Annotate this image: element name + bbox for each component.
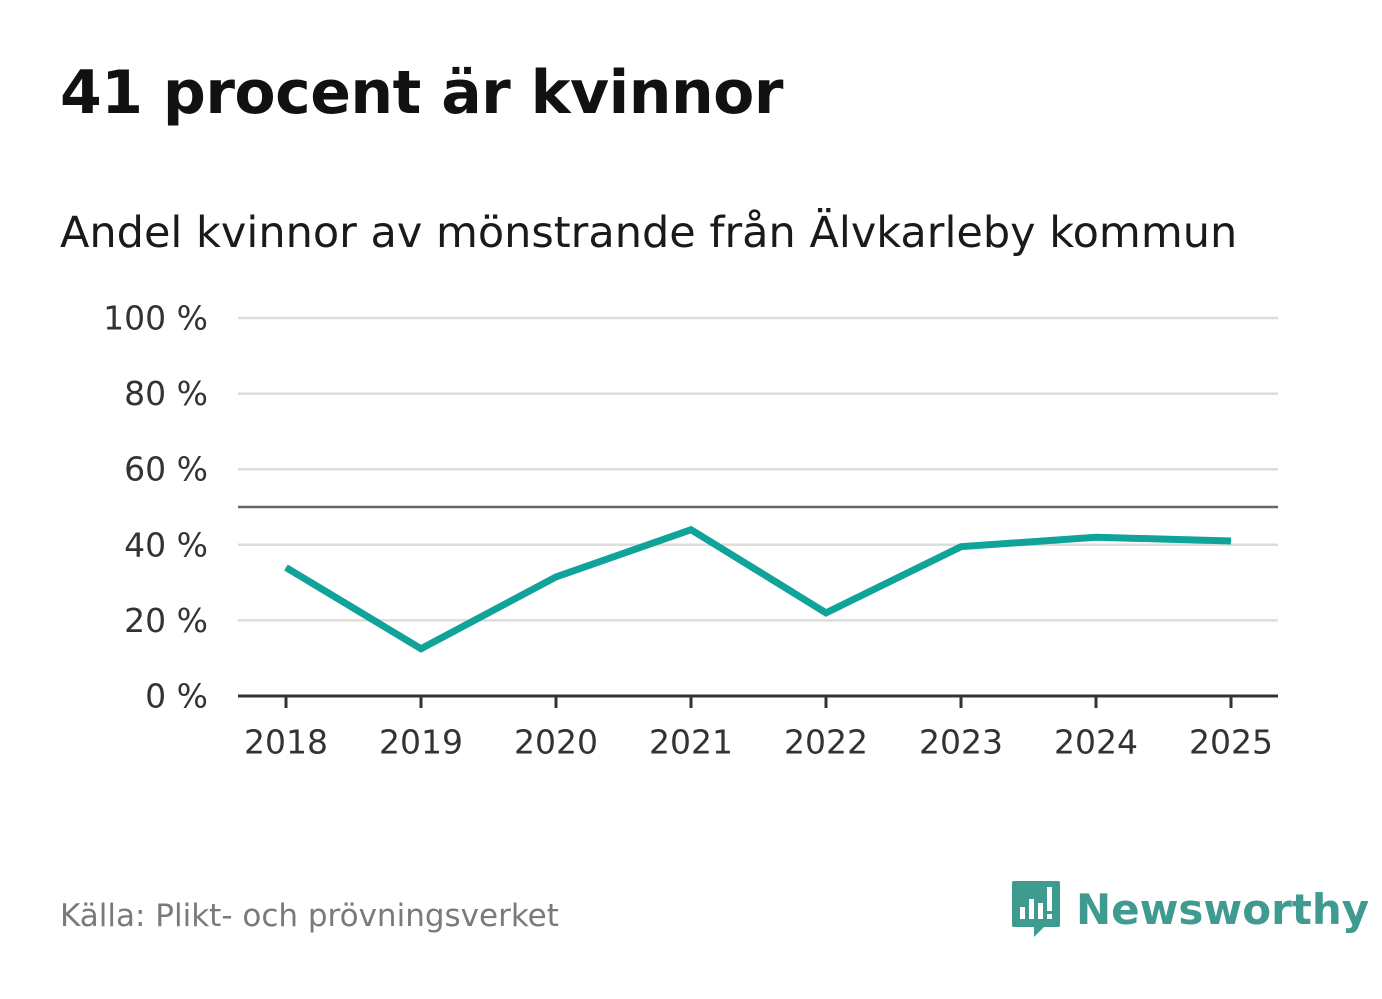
newsworthy-logo-icon [1012, 881, 1060, 937]
y-tick-label-60: 60 % [124, 450, 208, 489]
data-point-2023 [960, 546, 962, 548]
data-point-2022 [825, 612, 827, 614]
data-point-2020 [555, 576, 557, 578]
y-axis-labels: 0 % 20 % 40 % 60 % 80 % 100 % [103, 299, 208, 716]
x-axis-labels: 2018 2019 2020 2021 2022 2023 2024 2025 [244, 723, 1273, 762]
source-note: Källa: Plikt- och prövningsverket [60, 898, 559, 934]
x-tick-label-2023: 2023 [919, 723, 1003, 762]
chart-subtitle: Andel kvinnor av mönstrande från Älvkarl… [60, 208, 1238, 258]
x-tick-label-2021: 2021 [649, 723, 733, 762]
x-tick-label-2022: 2022 [784, 723, 868, 762]
x-tick-label-2018: 2018 [244, 723, 328, 762]
data-point-2019 [420, 648, 422, 650]
x-tick-label-2024: 2024 [1054, 723, 1138, 762]
data-point-2018 [285, 566, 287, 568]
data-point-2021 [690, 529, 692, 531]
y-tick-label-80: 80 % [124, 374, 208, 413]
y-tick-label-40: 40 % [124, 525, 208, 564]
series-line-0 [284, 525, 1232, 653]
grid-lines [238, 316, 1278, 622]
brand-logo: Newsworthy [1010, 878, 1369, 940]
chart-title: 41 procent är kvinnor [60, 58, 783, 128]
data-point-2025 [1230, 540, 1232, 542]
x-tick-label-2025: 2025 [1189, 723, 1273, 762]
y-tick-label-20: 20 % [124, 601, 208, 640]
brand-name: Newsworthy [1076, 884, 1370, 934]
x-tick-label-2020: 2020 [514, 723, 598, 762]
y-tick-label-100: 100 % [103, 299, 208, 338]
series-group [284, 525, 1232, 653]
y-tick-label-0: 0 % [145, 677, 208, 716]
x-tick-label-2019: 2019 [379, 723, 463, 762]
data-point-2024 [1095, 536, 1097, 538]
x-axis [238, 694, 1278, 708]
